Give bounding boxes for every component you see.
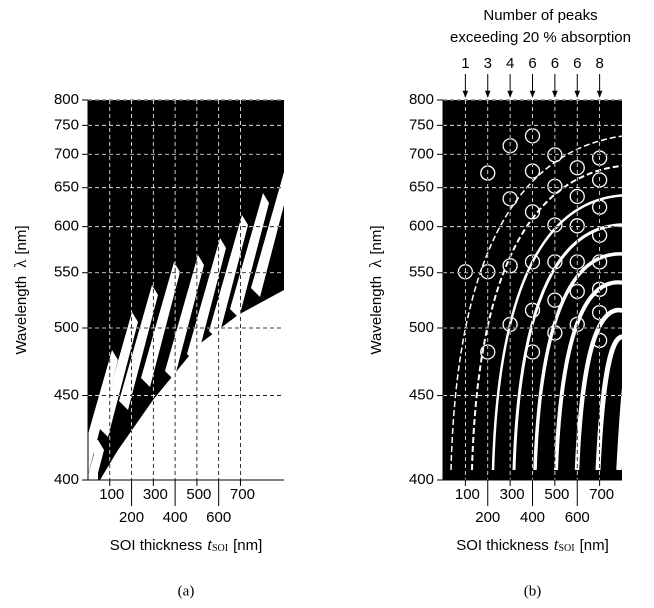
y-tick-label: 600 <box>54 218 79 235</box>
label-part: SOI <box>558 543 574 554</box>
mode-curve <box>533 252 622 471</box>
label-part: [nm] <box>13 225 30 254</box>
mode-curve <box>471 164 622 471</box>
panel-caption: (b) <box>524 583 542 599</box>
peak-count: 6 <box>551 55 559 72</box>
mode-curve <box>574 307 622 471</box>
peak-count: 8 <box>595 55 603 72</box>
absorption-stripe <box>99 312 138 437</box>
absorption-stripe <box>251 172 284 297</box>
y-tick-label: 750 <box>54 116 79 133</box>
peak-marker <box>569 188 585 205</box>
y-tick-label: 800 <box>409 91 434 108</box>
stripe-base <box>94 440 98 480</box>
absorption-stripe <box>119 285 158 410</box>
plot-content <box>450 135 622 471</box>
label-part: Wavelength <box>368 276 385 355</box>
y-tick-label: 400 <box>54 471 79 488</box>
peak-marker <box>502 258 518 274</box>
x-tick-label: 700 <box>230 486 255 503</box>
absorption-stripe <box>141 262 180 387</box>
absorption-region <box>100 290 284 480</box>
y-tick-label: 800 <box>54 91 79 108</box>
peak-marker <box>569 218 585 234</box>
x-tick-label: 300 <box>500 486 525 503</box>
x-tick-label: 400 <box>163 509 188 526</box>
absorption-stripe <box>230 193 269 318</box>
x-tick-label: 500 <box>544 486 569 503</box>
x-axis-title: SOI thickness tSOI [nm] <box>456 535 609 554</box>
label-part: SOI thickness <box>456 537 549 554</box>
grid <box>443 99 622 481</box>
y-axis-title: Wavelength λ [nm] <box>11 225 30 354</box>
peak-marker <box>524 204 541 220</box>
y-tick-label: 650 <box>54 179 79 196</box>
y-tick-label: 400 <box>409 471 434 488</box>
mode-curve <box>554 280 622 471</box>
absorption-stripe <box>209 215 248 340</box>
peak-count: 6 <box>528 55 536 72</box>
peak-marker <box>547 147 563 163</box>
x-tick-label: 100 <box>455 486 480 503</box>
annotation: Number of peaks <box>483 7 597 24</box>
y-tick-label: 550 <box>54 264 79 281</box>
label-part: SOI <box>212 543 228 554</box>
y-axis-title: Wavelength λ [nm] <box>366 225 385 354</box>
y-tick-label: 550 <box>409 264 434 281</box>
mode-curve <box>450 135 622 471</box>
label-part: λ <box>11 259 30 268</box>
peak-marker <box>547 217 563 233</box>
y-tick-label: 700 <box>54 145 79 162</box>
y-tick-label: 650 <box>409 179 434 196</box>
mode-curve <box>595 334 622 471</box>
x-tick-label: 200 <box>475 509 500 526</box>
mode-curve <box>512 223 622 471</box>
x-tick-label: 100 <box>99 486 124 503</box>
peak-marker <box>569 160 585 176</box>
mode-curve <box>616 387 622 471</box>
label-part: SOI thickness <box>110 537 203 554</box>
label-part: [nm] <box>580 537 609 554</box>
panel-caption: (a) <box>178 583 195 599</box>
x-tick-label: 400 <box>520 509 545 526</box>
label-part: [nm] <box>233 537 262 554</box>
x-tick-label: 700 <box>589 486 614 503</box>
y-tick-label: 700 <box>409 145 434 162</box>
absorption-stripe <box>88 440 104 480</box>
peak-marker <box>547 292 563 308</box>
x-tick-label: 600 <box>206 509 231 526</box>
peak-count: 6 <box>573 55 581 72</box>
x-tick-label: 300 <box>143 486 168 503</box>
y-tick-label: 450 <box>409 387 434 404</box>
x-tick-label: 200 <box>119 509 144 526</box>
label-part: [nm] <box>368 225 385 254</box>
y-tick-label: 500 <box>54 319 79 336</box>
y-tick-label: 500 <box>409 319 434 336</box>
y-tick-label: 750 <box>409 116 434 133</box>
label-part: λ <box>366 259 385 268</box>
annotation: exceeding 20 % absorption <box>450 29 631 46</box>
label-part: t <box>207 535 213 554</box>
x-tick-label: 600 <box>565 509 590 526</box>
x-axis-title: SOI thickness tSOI [nm] <box>110 535 263 554</box>
label-part: Wavelength <box>13 276 30 355</box>
x-tick-label: 500 <box>186 486 211 503</box>
y-tick-label: 600 <box>409 218 434 235</box>
peak-count: 4 <box>506 55 514 72</box>
peak-count: 3 <box>484 55 492 72</box>
peak-count: 1 <box>461 55 469 72</box>
y-tick-label: 450 <box>54 387 79 404</box>
label-part: t <box>554 535 560 554</box>
